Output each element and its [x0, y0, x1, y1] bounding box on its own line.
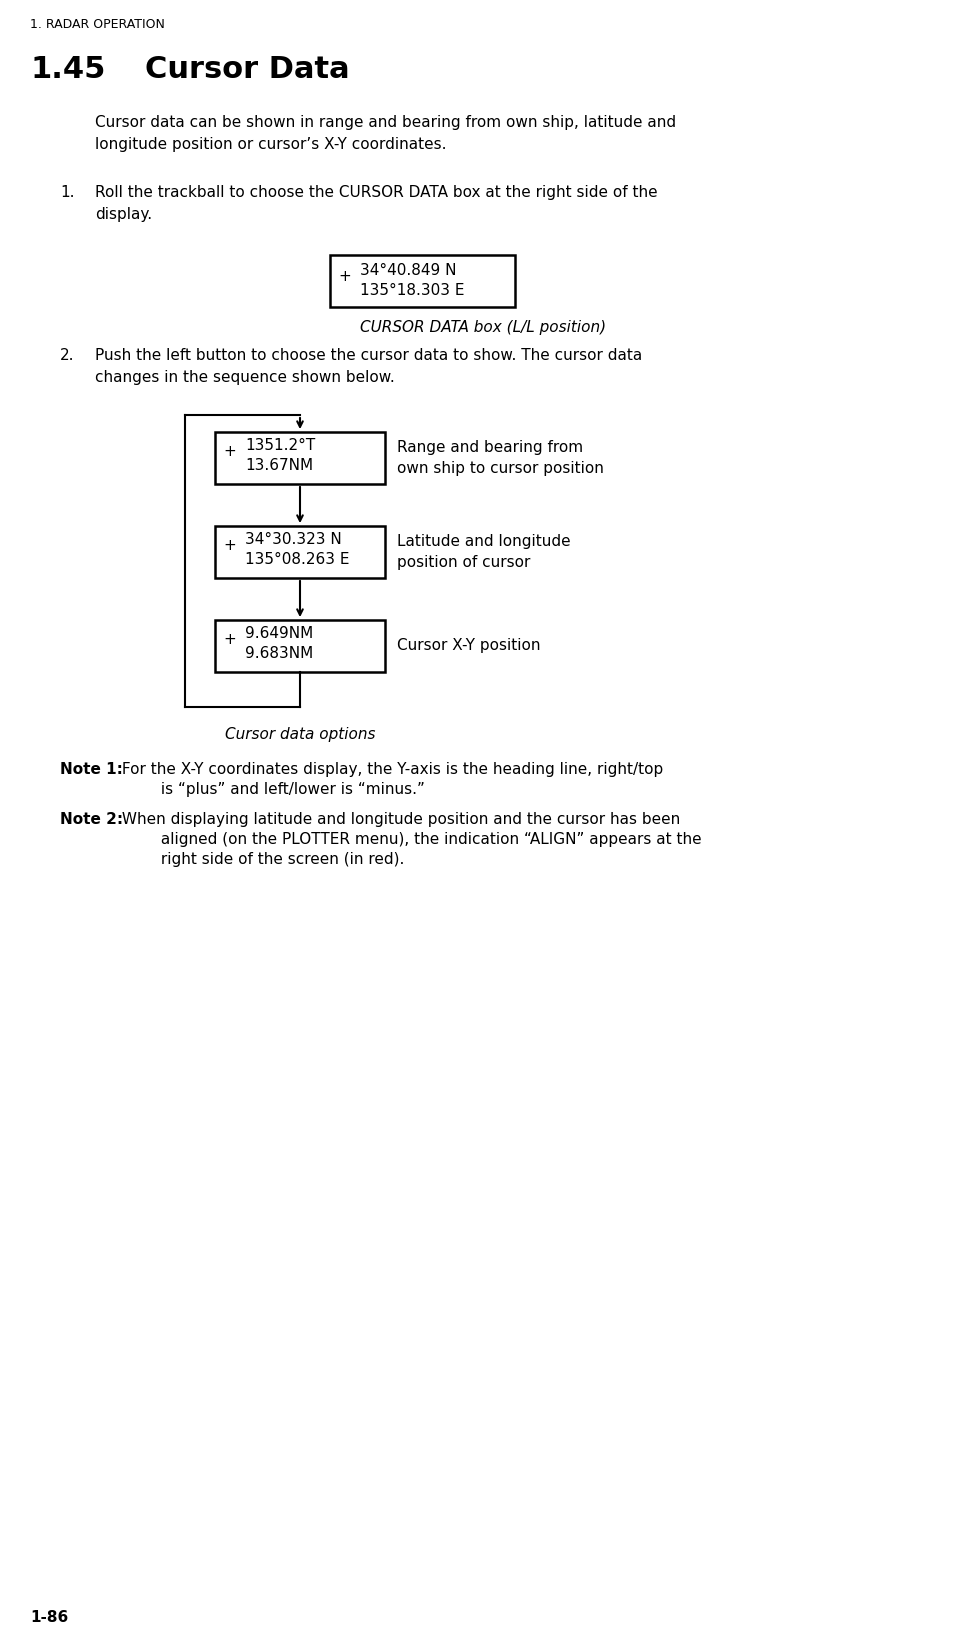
Text: 1.45: 1.45	[30, 55, 105, 83]
Text: Note 1:: Note 1:	[60, 762, 123, 777]
Text: 1-86: 1-86	[30, 1611, 69, 1625]
Bar	[215, 432, 385, 485]
Text: +: +	[223, 444, 236, 459]
Text: right side of the screen (in red).: right side of the screen (in red).	[117, 852, 404, 867]
Text: 34°40.849 N: 34°40.849 N	[360, 263, 456, 277]
Text: Push the left button to choose the cursor data to show. The cursor data
changes : Push the left button to choose the curso…	[95, 348, 642, 385]
Text: 9.683NM: 9.683NM	[245, 646, 313, 661]
Text: 135°08.263 E: 135°08.263 E	[245, 552, 349, 566]
Text: CURSOR DATA box (L/L position): CURSOR DATA box (L/L position)	[360, 320, 606, 335]
Text: is “plus” and left/lower is “minus.”: is “plus” and left/lower is “minus.”	[117, 782, 425, 796]
Bar	[330, 255, 515, 307]
Text: 1. RADAR OPERATION: 1. RADAR OPERATION	[30, 18, 165, 31]
Text: Latitude and longitude
position of cursor: Latitude and longitude position of curso…	[397, 534, 571, 570]
Text: Cursor data can be shown in range and bearing from own ship, latitude and
longit: Cursor data can be shown in range and be…	[95, 114, 676, 152]
Text: 1351.2°T: 1351.2°T	[245, 437, 315, 454]
Text: 2.: 2.	[60, 348, 74, 362]
Text: Cursor Data: Cursor Data	[145, 55, 350, 83]
Text: 13.67NM: 13.67NM	[245, 459, 313, 473]
Text: +: +	[223, 539, 236, 553]
Text: aligned (on the PLOTTER menu), the indication “ALIGN” appears at the: aligned (on the PLOTTER menu), the indic…	[117, 832, 702, 847]
Text: Cursor X-Y position: Cursor X-Y position	[397, 638, 541, 653]
Text: 1.: 1.	[60, 184, 74, 201]
Text: Range and bearing from
own ship to cursor position: Range and bearing from own ship to curso…	[397, 441, 603, 477]
Text: For the X-Y coordinates display, the Y-axis is the heading line, right/top: For the X-Y coordinates display, the Y-a…	[117, 762, 663, 777]
Bar	[215, 620, 385, 672]
Text: 9.649NM: 9.649NM	[245, 627, 313, 641]
Text: 135°18.303 E: 135°18.303 E	[360, 282, 464, 299]
Text: Roll the trackball to choose the CURSOR DATA box at the right side of the
displa: Roll the trackball to choose the CURSOR …	[95, 184, 658, 222]
Text: +: +	[223, 632, 236, 646]
Text: Note 2:: Note 2:	[60, 813, 123, 827]
Bar	[215, 526, 385, 578]
Text: +: +	[338, 269, 351, 284]
Text: 34°30.323 N: 34°30.323 N	[245, 532, 341, 547]
Text: When displaying latitude and longitude position and the cursor has been: When displaying latitude and longitude p…	[117, 813, 680, 827]
Text: Cursor data options: Cursor data options	[224, 726, 375, 743]
